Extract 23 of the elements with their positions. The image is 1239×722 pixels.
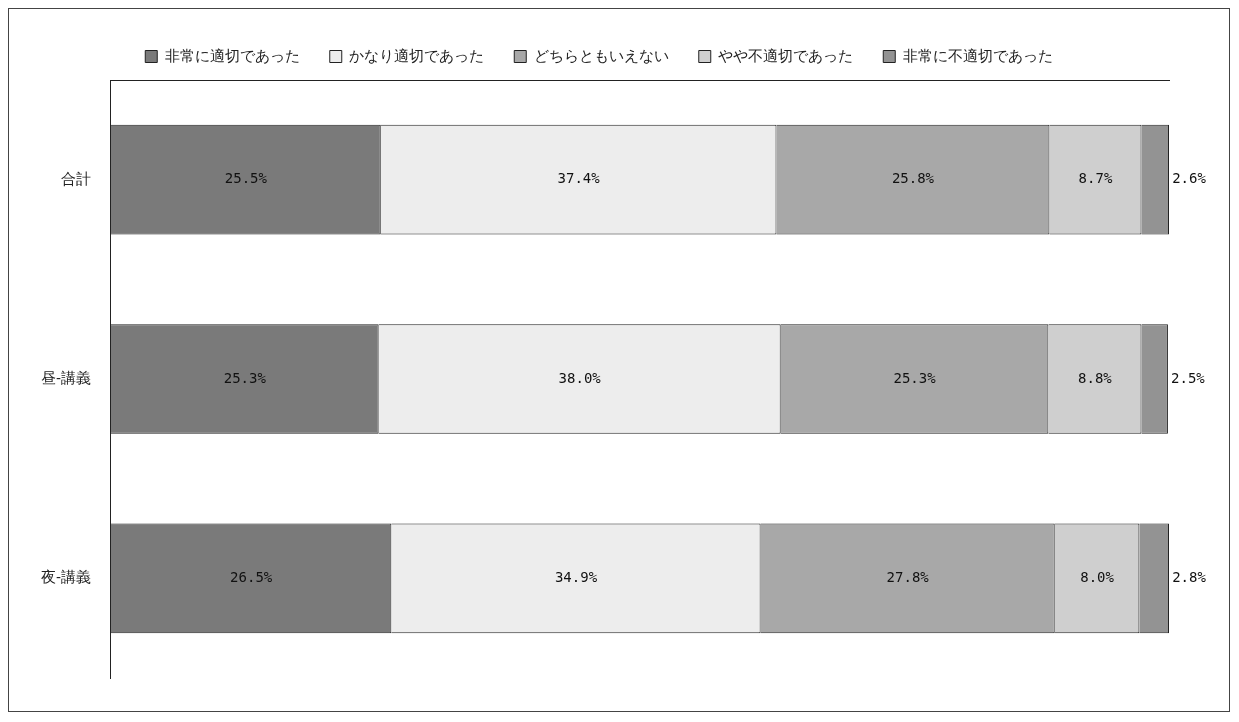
data-label: 25.3%	[893, 369, 937, 386]
data-label: 25.5%	[224, 170, 268, 187]
data-label: 2.6%	[1172, 170, 1207, 187]
legend-label: やや不適切であった	[718, 46, 854, 64]
legend-label: かなり適切であった	[349, 46, 485, 64]
data-label: 37.4%	[557, 170, 601, 187]
data-label: 27.8%	[886, 568, 930, 585]
legend-label: どちらともいえない	[533, 46, 669, 64]
legend-label: 非常に不適切であった	[902, 46, 1053, 64]
data-label: 8.8%	[1078, 369, 1113, 386]
data-label: 8.0%	[1080, 568, 1115, 585]
y-tick-label: 夜-講義	[41, 568, 91, 586]
data-label: 34.9%	[554, 568, 598, 585]
data-label: 38.0%	[558, 369, 602, 386]
data-label: 26.5%	[230, 568, 273, 585]
data-label: 8.7%	[1078, 170, 1113, 187]
y-tick-label: 昼-講義	[41, 369, 91, 387]
data-label: 25.3%	[223, 369, 267, 386]
y-tick-label: 合計	[61, 169, 91, 187]
data-label: 25.8%	[891, 170, 935, 187]
data-label: 2.8%	[1172, 568, 1207, 585]
data-label: 2.5%	[1171, 369, 1206, 386]
legend-label: 非常に適切であった	[164, 46, 300, 64]
